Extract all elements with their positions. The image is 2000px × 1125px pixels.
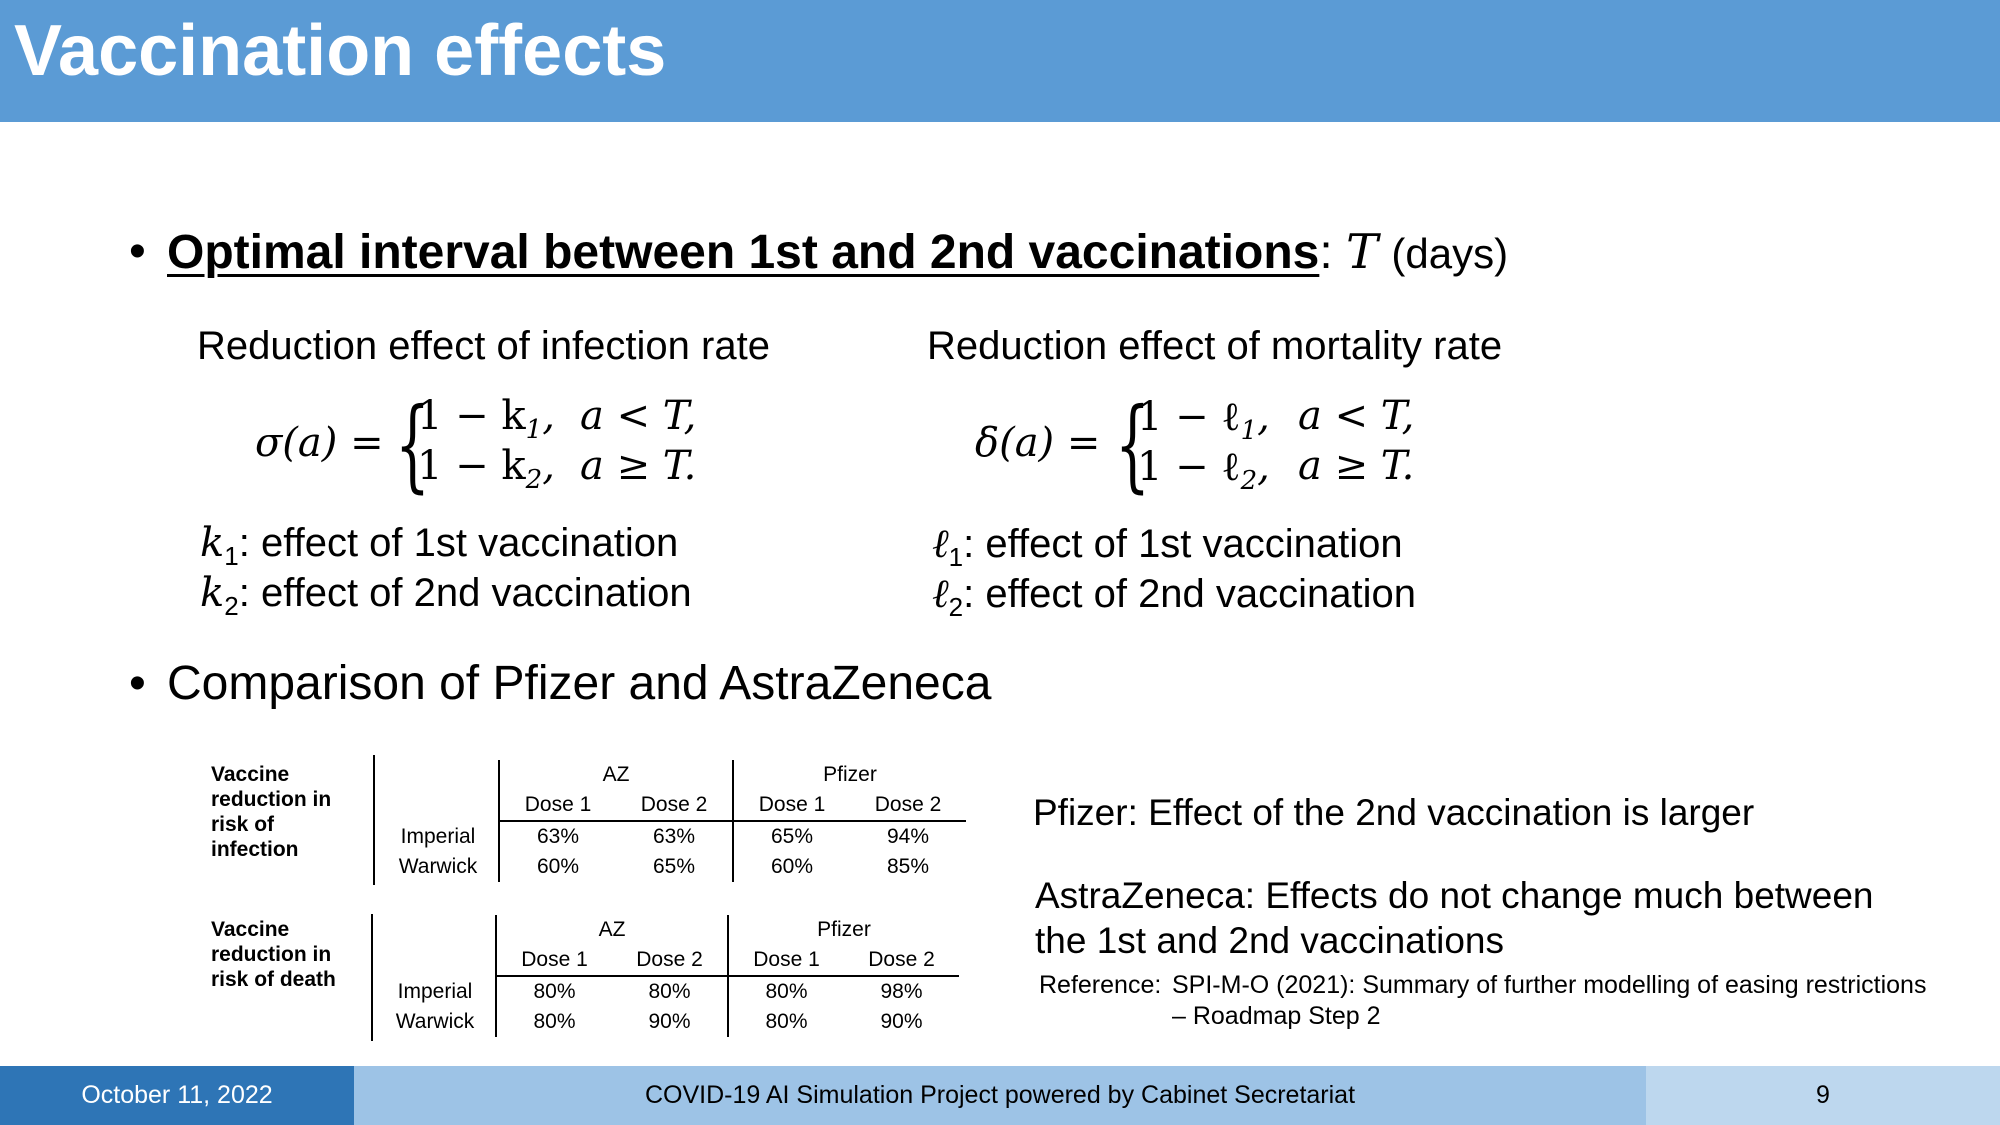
- title-bar: Vaccination effects: [0, 0, 2000, 122]
- reference-line-2: – Roadmap Step 2: [1172, 1002, 1381, 1030]
- group-header: AZ: [498, 760, 733, 790]
- astrazeneca-note-line-2: the 1st and 2nd vaccinations: [1035, 920, 1504, 961]
- table-cell: 98%: [880, 980, 923, 1003]
- bullet-optimal-interval: • Optimal interval between 1st and 2nd v…: [129, 224, 1509, 280]
- table-cell: 80%: [495, 1007, 612, 1037]
- table-cell: 65%: [732, 821, 850, 852]
- table-cell: 80%: [727, 976, 844, 1007]
- row-label: Imperial: [400, 824, 476, 848]
- table-cell: 85%: [886, 855, 930, 878]
- table-row: Imperial 80% 80% 80% 98%: [375, 976, 959, 1007]
- dose-header: Dose 2: [850, 790, 966, 822]
- slide-title: Vaccination effects: [14, 11, 667, 91]
- infection-formula: σ(a) = { 1 − k1, a < T, 1 − k2, a ≥ T.: [255, 386, 735, 503]
- formula-lhs: σ(a) =: [255, 420, 384, 466]
- formula-brace: {: [1115, 386, 1150, 503]
- formula-case-1-condition: a < T,: [1298, 393, 1415, 439]
- formula-lhs: δ(a) =: [975, 420, 1101, 466]
- table-cell: 63%: [498, 821, 616, 852]
- dose-header: Dose 1: [495, 945, 612, 977]
- formula-case-1: 1 − ℓ1,: [1137, 394, 1270, 446]
- table-row: Warwick 60% 65% 60% 85%: [378, 852, 966, 882]
- infection-table-label: Vaccine reduction in risk of infection: [211, 763, 332, 861]
- table-cell: 63%: [652, 825, 696, 848]
- dose-header: Dose 2: [616, 790, 733, 822]
- footer-date: October 11, 2022: [0, 1066, 354, 1125]
- infection-table: AZ Pfizer Dose 1 Dose 2 Dose 1 Dose 2 Im…: [378, 760, 966, 882]
- row-label: Imperial: [397, 979, 473, 1003]
- formula-case-2: 1 − k2,: [417, 443, 555, 495]
- dose-header: Dose 1: [727, 945, 844, 977]
- formula-case-1-condition: a < T,: [580, 393, 697, 439]
- table-divider: [371, 914, 373, 1041]
- page-number: 9: [1646, 1066, 2000, 1125]
- mortality-def-1: ℓ1: effect of 1st vaccination: [932, 521, 1403, 572]
- formula-case-1: 1 − k1,: [417, 393, 555, 445]
- infection-def-1: k1: effect of 1st vaccination: [200, 520, 679, 571]
- infection-heading: Reduction effect of infection rate: [197, 324, 770, 368]
- group-header: Pfizer: [727, 915, 959, 945]
- footer-project: COVID-19 AI Simulation Project powered b…: [354, 1066, 1646, 1125]
- group-header: Pfizer: [732, 760, 966, 790]
- reference-line-1: SPI-M-O (2021): Summary of further model…: [1172, 971, 1927, 999]
- table-row: Imperial 63% 63% 65% 94%: [378, 821, 966, 852]
- table-cell: 90%: [880, 1010, 923, 1033]
- mortality-def-2: ℓ2: effect of 2nd vaccination: [932, 571, 1417, 622]
- dose-header: Dose 1: [732, 790, 850, 822]
- table-cell: 90%: [648, 1010, 691, 1033]
- dose-header: Dose 2: [612, 945, 728, 977]
- mortality-formula: δ(a) = { 1 − ℓ1, a < T, 1 − ℓ2, a ≥ T.: [975, 386, 1455, 503]
- formula-brace: {: [395, 386, 430, 503]
- bullet-colon: :: [1319, 226, 1333, 279]
- group-header: AZ: [495, 915, 728, 945]
- pfizer-note: Pfizer: Effect of the 2nd vaccination is…: [1033, 792, 1755, 833]
- dose-header: Dose 2: [844, 945, 959, 977]
- formula-case-2: 1 − ℓ2,: [1137, 444, 1270, 496]
- table-cell: 80%: [648, 980, 691, 1003]
- bullet-dot: •: [129, 657, 146, 710]
- table-cell: 60%: [732, 852, 850, 882]
- bullet-dot: •: [129, 225, 146, 278]
- row-label: Warwick: [395, 1010, 475, 1033]
- table-cell: 80%: [495, 976, 612, 1007]
- bullet-comparison: • Comparison of Pfizer and AstraZeneca: [129, 656, 992, 711]
- table-cell: 60%: [498, 852, 616, 882]
- dose-header: Dose 1: [498, 790, 616, 822]
- bullet-heading: Optimal interval between 1st and 2nd vac…: [167, 226, 1320, 279]
- table-row: Warwick 80% 90% 80% 90%: [375, 1007, 959, 1037]
- infection-def-2: k2: effect of 2nd vaccination: [200, 570, 692, 621]
- bullet-heading: Comparison of Pfizer and AstraZeneca: [167, 657, 992, 710]
- row-label: Warwick: [398, 855, 478, 878]
- formula-case-2-condition: a ≥ T.: [580, 443, 697, 489]
- table-divider: [373, 755, 375, 885]
- death-table-label: Vaccine reduction in risk of death: [211, 918, 336, 991]
- astrazeneca-note-line-1: AstraZeneca: Effects do not change much …: [1035, 875, 1874, 916]
- interval-variable: T: [1346, 224, 1379, 280]
- table-cell: 65%: [652, 855, 696, 878]
- table-cell: 94%: [886, 825, 930, 848]
- interval-unit: (days): [1391, 230, 1509, 277]
- table-cell: 80%: [727, 1007, 844, 1037]
- death-table: AZ Pfizer Dose 1 Dose 2 Dose 1 Dose 2 Im…: [375, 915, 959, 1037]
- footer: October 11, 2022 COVID-19 AI Simulation …: [0, 1066, 2000, 1125]
- mortality-heading: Reduction effect of mortality rate: [927, 324, 1503, 368]
- formula-case-2-condition: a ≥ T.: [1298, 443, 1415, 489]
- reference-label: Reference:: [1039, 971, 1162, 999]
